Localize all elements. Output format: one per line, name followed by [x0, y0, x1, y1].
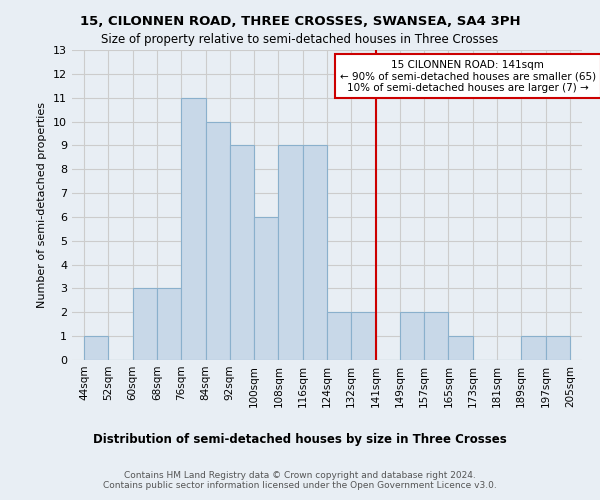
Bar [206, 122, 230, 360]
Bar [133, 288, 157, 360]
Bar [84, 336, 109, 360]
Bar [278, 146, 303, 360]
Text: Size of property relative to semi-detached houses in Three Crosses: Size of property relative to semi-detach… [101, 32, 499, 46]
Bar [303, 146, 327, 360]
Text: 15 CILONNEN ROAD: 141sqm
← 90% of semi-detached houses are smaller (65)
10% of s: 15 CILONNEN ROAD: 141sqm ← 90% of semi-d… [340, 60, 596, 92]
Bar [157, 288, 181, 360]
Y-axis label: Number of semi-detached properties: Number of semi-detached properties [37, 102, 47, 308]
Bar [351, 312, 376, 360]
Bar [424, 312, 448, 360]
Bar [448, 336, 473, 360]
Bar [521, 336, 545, 360]
Bar [254, 217, 278, 360]
Bar [230, 146, 254, 360]
Bar [545, 336, 570, 360]
Bar [327, 312, 351, 360]
Text: Distribution of semi-detached houses by size in Three Crosses: Distribution of semi-detached houses by … [93, 432, 507, 446]
Text: 15, CILONNEN ROAD, THREE CROSSES, SWANSEA, SA4 3PH: 15, CILONNEN ROAD, THREE CROSSES, SWANSE… [80, 15, 520, 28]
Bar [181, 98, 206, 360]
Text: Contains HM Land Registry data © Crown copyright and database right 2024.
Contai: Contains HM Land Registry data © Crown c… [103, 470, 497, 490]
Bar [400, 312, 424, 360]
